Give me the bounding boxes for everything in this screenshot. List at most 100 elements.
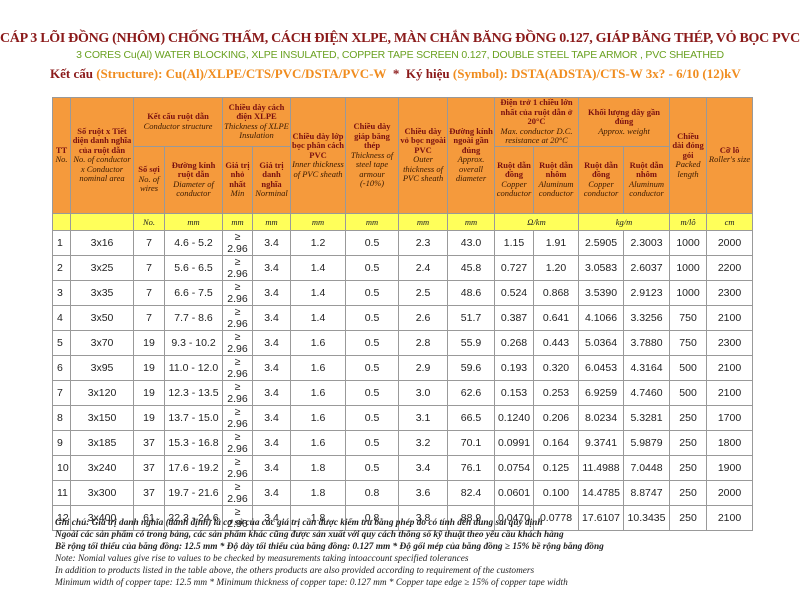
data-cell: 0.8 (345, 479, 400, 506)
title: CÁP 3 LÕI ĐỒNG (NHÔM) CHỐNG THẤM, CÁCH Đ… (0, 31, 800, 46)
data-cell: 70.1 (447, 429, 496, 456)
data-cell: 3.0 (398, 379, 449, 406)
data-cell: 3x240 (70, 454, 134, 481)
data-cell: 0.268 (494, 329, 535, 356)
header-cell: Ruột dẫn đồng Copper conductor (578, 145, 625, 214)
data-cell: 0.641 (533, 304, 580, 331)
header-row: TT No. Số ruột x Tiết diện danh nghĩa của … (52, 97, 754, 214)
data-cell: 0.5 (345, 429, 400, 456)
data-cell: 7 (52, 379, 71, 406)
data-cell: 14.4785 (578, 479, 625, 506)
data-cell: 0.5 (345, 354, 400, 381)
data-cell: 6.0453 (578, 354, 625, 381)
data-cell: 9.3 - 10.2 (164, 329, 223, 356)
data-cell: 0.1240 (494, 404, 535, 431)
data-cell: 11.0 - 12.0 (164, 354, 223, 381)
data-cell: 1 (52, 229, 71, 256)
note-line: Ghi chú: Giá trị danh nghĩa (danh định) … (55, 518, 543, 528)
data-cell: 4.7460 (623, 379, 671, 406)
data-cell: 250 (669, 404, 708, 431)
data-row: 12 3x400 61 22.3 - 24.6 ≥ 2.96 3.4 1.8 0.8 3.8 88… (52, 504, 754, 531)
data-cell: 12 (52, 504, 71, 531)
data-cell: ≥ 2.96 (222, 254, 253, 281)
symbol-value: (Symbol): DSTA(ADSTA)/CTS-W 3x? - 6/10 (… (452, 66, 741, 81)
data-cell: 51.7 (447, 304, 496, 331)
header-cell: Ruột dẫn đồng Copper conductor (494, 145, 535, 214)
data-cell: 19 (133, 404, 165, 431)
data-cell: 3.4 (251, 279, 292, 306)
data-cell: 3.4 (251, 404, 292, 431)
data-cell: 3.4 (251, 229, 292, 256)
header-en: Aluminum conductor (629, 178, 664, 198)
data-cell: 1800 (706, 429, 754, 456)
data-cell: 19 (133, 354, 165, 381)
data-cell: 7.7 - 8.6 (164, 304, 223, 331)
data-cell: 2000 (706, 229, 754, 256)
data-cell: 0.253 (533, 379, 580, 406)
data-row: 6 3x95 19 11.0 - 12.0 ≥ 2.96 3.4 1.6 0.5 2.9 59.6… (52, 354, 754, 381)
header-cell: Đường kính ngoài gần đúng Approx. overall… (447, 97, 496, 214)
data-cell: 4.3164 (623, 354, 671, 381)
data-cell: 37 (133, 479, 165, 506)
data-cell: 76.1 (447, 454, 496, 481)
data-row: 10 3x240 37 17.6 - 19.2 ≥ 2.96 3.4 1.8 0.5 3.4 76… (52, 454, 754, 481)
data-cell: 500 (669, 354, 708, 381)
data-cell: 0.320 (533, 354, 580, 381)
data-cell: 3x16 (70, 229, 134, 256)
data-cell: 3.4 (251, 429, 292, 456)
header-cell: Chiều dài đóng gói Packed length (669, 97, 708, 214)
data-cell: 3.2 (398, 429, 449, 456)
data-cell: 17.6 - 19.2 (164, 454, 223, 481)
data-cell: 3x185 (70, 429, 134, 456)
data-cell: 0.0470 (494, 504, 535, 531)
data-cell: 17.6107 (578, 504, 625, 531)
data-cell: 3.4 (251, 329, 292, 356)
data-cell: 1.4 (290, 254, 347, 281)
data-cell: ≥ 2.96 (222, 354, 253, 381)
header-vi: Chiều dài đóng gói (672, 130, 704, 160)
data-cell: 1.6 (290, 404, 347, 431)
data-cell: 0.100 (533, 479, 580, 506)
data-cell: 8 (52, 404, 71, 431)
data-cell: 61 (133, 504, 165, 531)
data-cell: 3.3256 (623, 304, 671, 331)
data-cell: 0.5 (345, 404, 400, 431)
data-cell: 0.727 (494, 254, 535, 281)
header-en: Norminal (255, 188, 288, 198)
data-cell: 0.5 (345, 329, 400, 356)
note-line: Note: Nomial values give rise to values … (55, 554, 469, 564)
data-cell: 500 (669, 379, 708, 406)
data-cell: 1.20 (533, 254, 580, 281)
data-cell: 5.0364 (578, 329, 625, 356)
data-cell: 3.4 (251, 379, 292, 406)
header-vi: Kết cấu ruột dẫn (147, 111, 209, 122)
data-cell: 0.5 (345, 254, 400, 281)
units-cell: No. (133, 212, 165, 231)
data-row: 3 3x35 7 6.6 - 7.5 ≥ 2.96 3.4 1.4 0.5 2.5 48.6 0.5… (52, 279, 754, 306)
separator: * (392, 66, 400, 81)
data-cell: 750 (669, 304, 708, 331)
data-cell: 1.8 (290, 479, 347, 506)
header-vi: Chiều dày vỏ bọc ngoài PVC (400, 125, 446, 155)
header-vi: TT (55, 144, 68, 155)
data-cell: 2100 (706, 504, 754, 531)
header-en: Conductor structure (143, 120, 213, 131)
data-cell: 1.6 (290, 329, 347, 356)
data-cell: 1000 (669, 254, 708, 281)
header-en: No. of conductor x Conductor nominal are… (73, 154, 131, 184)
data-cell: 1.6 (290, 354, 347, 381)
header-vi: Ruột dẫn đồng (584, 159, 618, 179)
data-cell: 12.3 - 13.5 (164, 379, 223, 406)
symbol-label: Ký hiệu (405, 66, 450, 81)
data-cell: ≥ 2.96 (222, 329, 253, 356)
data-cell: 1.8 (290, 454, 347, 481)
data-cell: 13.7 - 15.0 (164, 404, 223, 431)
data-cell: 0.0991 (494, 429, 535, 456)
notes: Ghi chú: Giá trị danh nghĩa (danh định) … (55, 517, 795, 589)
spec-table: TT No. Số ruột x Tiết diện danh nghĩa của … (52, 97, 754, 531)
data-cell: ≥ 2.96 (222, 304, 253, 331)
header-en: Roller's size (708, 154, 751, 165)
data-cell: 19 (133, 329, 165, 356)
data-cell: 0.443 (533, 329, 580, 356)
header-cell: Cỡ lô Roller's size (706, 97, 754, 214)
